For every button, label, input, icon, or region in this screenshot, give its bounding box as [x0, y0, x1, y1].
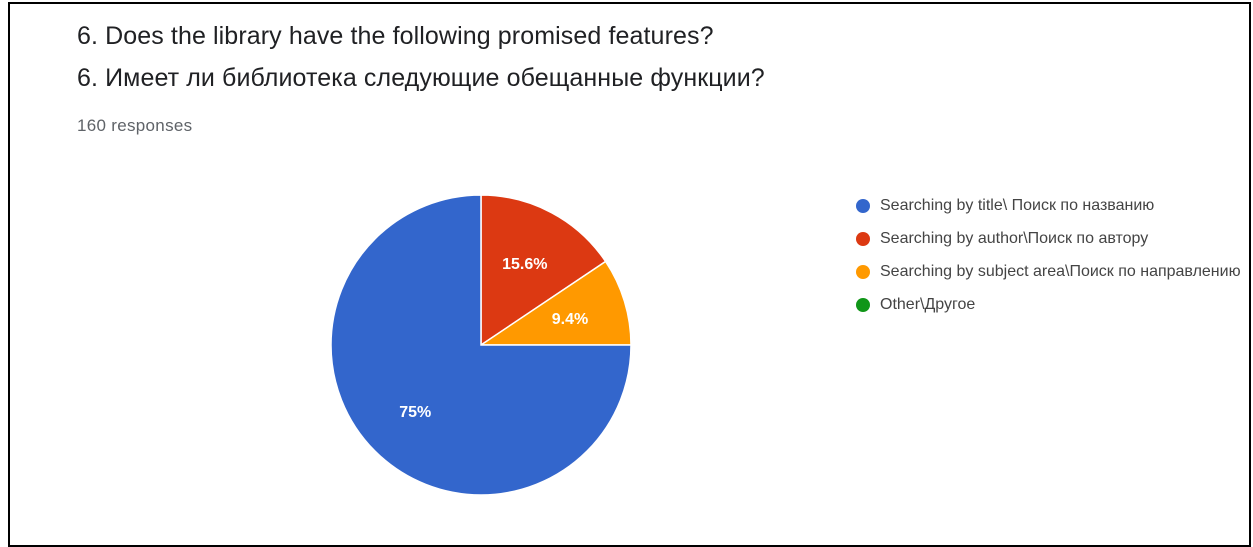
pie-slice[interactable] — [480, 194, 607, 347]
legend-label: Searching by author\Поиск по автору — [880, 230, 1149, 247]
legend-label: Other\Другое — [880, 296, 976, 313]
slice-label: 75% — [399, 404, 431, 421]
legend-item-subject[interactable]: Searching by subject area\Поиск по напра… — [850, 260, 1250, 283]
response-count: 160 responses — [77, 116, 193, 135]
question-title-ru: 6. Имеет ли библиотека следующие обещанн… — [77, 64, 765, 92]
pie-chart: 15.6% 9.4% 75% — [330, 194, 632, 496]
legend-swatch — [856, 265, 870, 279]
question-title-en: 6. Does the library have the following p… — [77, 22, 714, 50]
legend-item-author[interactable]: Searching by author\Поиск по автору — [850, 227, 1250, 250]
chart-legend: Searching by title\ Поиск по названию Se… — [850, 194, 1250, 326]
slice-label: 15.6% — [502, 256, 547, 273]
chart-card: 6. Does the library have the following p… — [8, 2, 1251, 547]
legend-swatch — [856, 298, 870, 312]
pie-slice[interactable] — [478, 260, 632, 346]
legend-item-title[interactable]: Searching by title\ Поиск по названию — [850, 194, 1250, 217]
pie-slice[interactable] — [330, 194, 632, 496]
legend-label: Searching by subject area\Поиск по напра… — [880, 263, 1241, 280]
legend-swatch — [856, 199, 870, 213]
slice-label: 9.4% — [552, 311, 588, 328]
legend-item-other[interactable]: Other\Другое — [850, 293, 1250, 316]
legend-label: Searching by title\ Поиск по названию — [880, 197, 1155, 214]
legend-swatch — [856, 232, 870, 246]
